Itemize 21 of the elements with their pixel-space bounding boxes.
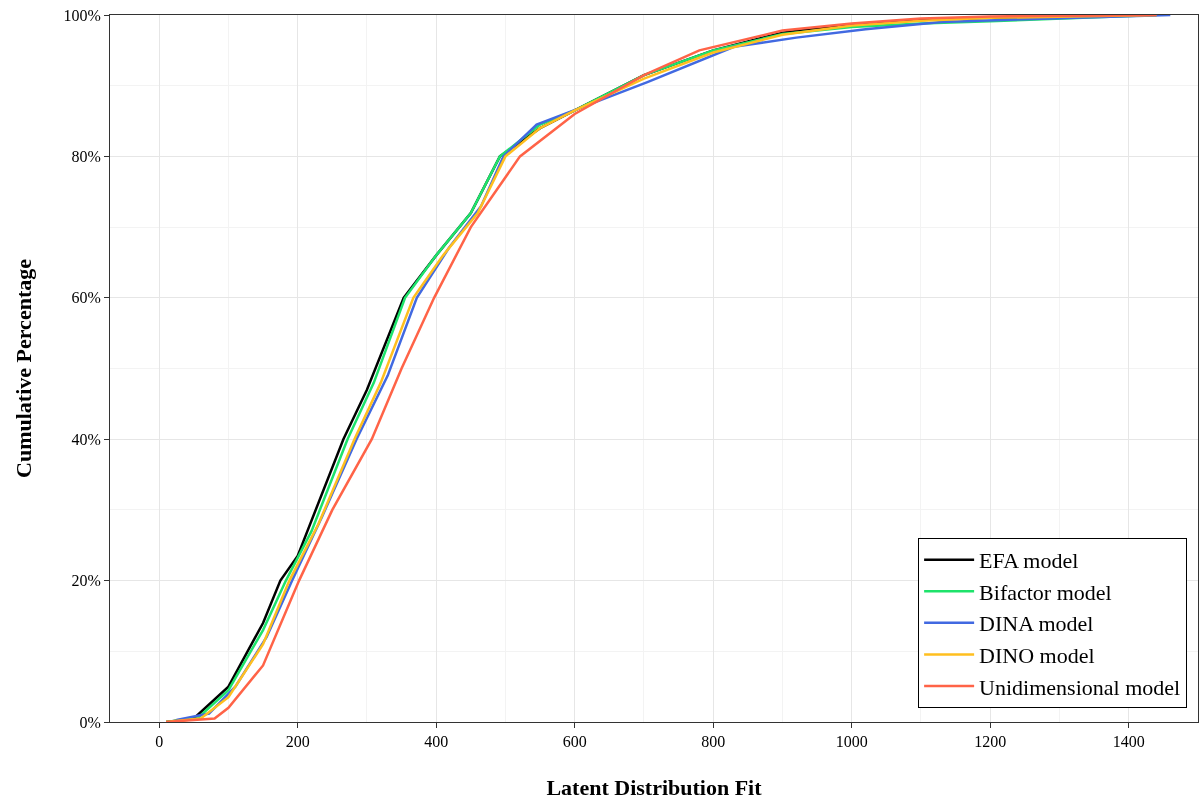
y-axis-title: Cumulative Percentage bbox=[11, 258, 37, 478]
x-tick-label: 400 bbox=[424, 733, 449, 751]
y-tick-label: 40% bbox=[71, 430, 101, 448]
y-tick-label: 100% bbox=[63, 6, 101, 24]
legend-label: DINO model bbox=[979, 643, 1095, 669]
x-tick-label: 600 bbox=[562, 733, 587, 751]
x-tick-label: 1400 bbox=[1112, 733, 1145, 751]
y-tick-label: 60% bbox=[71, 289, 101, 307]
x-tick-label: 800 bbox=[701, 733, 726, 751]
legend-label: DINA model bbox=[979, 611, 1094, 637]
legend-label: Bifactor model bbox=[979, 579, 1112, 605]
x-tick-label: 0 bbox=[155, 733, 164, 751]
x-tick-label: 1000 bbox=[835, 733, 868, 751]
x-axis-title: Latent Distribution Fit bbox=[546, 775, 763, 801]
y-tick-label: 80% bbox=[71, 148, 101, 165]
x-tick-label: 200 bbox=[285, 733, 310, 751]
y-tick-label: 20% bbox=[71, 572, 101, 590]
legend-label: EFA model bbox=[979, 548, 1079, 574]
y-tick-label: 0% bbox=[79, 713, 101, 731]
x-tick-label: 1200 bbox=[974, 733, 1007, 751]
legend-label: Unidimensional model bbox=[979, 674, 1181, 700]
